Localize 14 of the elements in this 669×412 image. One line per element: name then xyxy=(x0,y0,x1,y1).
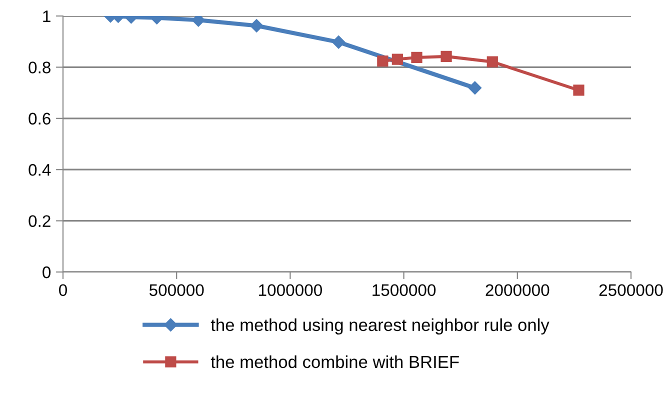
x-tick-label: 0 xyxy=(59,284,67,296)
y-tick-label: 0.4 xyxy=(28,164,51,176)
y-tick-label: 0.6 xyxy=(28,112,50,125)
y-tick-label: 1 xyxy=(43,10,50,22)
x-tick-label: 1000000 xyxy=(259,284,322,296)
x-tick-label: 2500000 xyxy=(599,284,663,296)
y-tick-label: 0 xyxy=(42,266,51,278)
legend-label: the method using nearest neighbor rule only xyxy=(210,318,550,335)
y-tick-label: 0.2 xyxy=(28,215,50,228)
x-tick-label: 500000 xyxy=(149,284,204,296)
legend-label: the method combine with BRIEF xyxy=(210,355,459,368)
x-tick-label: 1500000 xyxy=(372,284,436,296)
y-tick-label: 0.8 xyxy=(28,62,50,74)
x-tick-label: 2000000 xyxy=(486,284,550,296)
